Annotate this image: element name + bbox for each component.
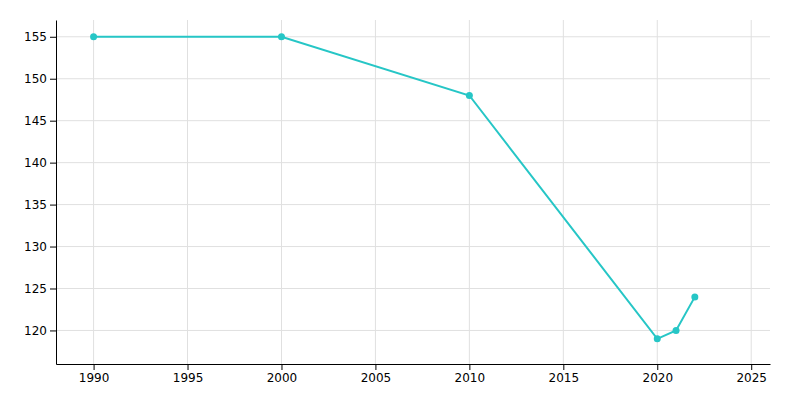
x-grid-line — [657, 20, 658, 364]
x-tick-label: 2010 — [455, 371, 486, 385]
y-tick: 130 — [24, 240, 56, 254]
y-tick-label: 135 — [24, 198, 47, 212]
y-axis-line — [56, 21, 57, 365]
y-tick: 155 — [24, 30, 56, 44]
y-tick: 135 — [24, 198, 56, 212]
x-tick-label: 2005 — [361, 371, 392, 385]
point — [278, 33, 285, 40]
x-tick: 2015 — [549, 364, 580, 385]
point — [654, 335, 661, 342]
x-tick-mark — [563, 364, 564, 370]
y-grid-line — [56, 120, 770, 121]
x-tick-label: 2000 — [267, 371, 298, 385]
x-axis: 1990 1995 2000 2005 2010 2015 2020 2025 — [57, 364, 771, 385]
x-tick-mark — [375, 364, 376, 370]
x-grid-line — [93, 20, 94, 364]
point — [90, 33, 97, 40]
y-tick-label: 155 — [24, 30, 47, 44]
x-tick-label: 2015 — [549, 371, 580, 385]
y-tick-label: 125 — [24, 282, 47, 296]
x-grid-line — [281, 20, 282, 364]
x-grid-line — [469, 20, 470, 364]
x-grid-line — [187, 20, 188, 364]
x-tick-mark — [751, 364, 752, 370]
data-marks — [90, 33, 698, 342]
x-tick-label: 1995 — [173, 371, 204, 385]
chart-container: 1990 1995 2000 2005 2010 2015 2020 2025 120 125 13… — [0, 0, 800, 400]
x-tick: 1995 — [173, 364, 204, 385]
y-tick-mark — [50, 247, 56, 248]
x-tick-label: 2020 — [642, 371, 673, 385]
x-axis-line — [57, 364, 771, 365]
y-tick: 145 — [24, 114, 56, 128]
y-tick-mark — [50, 330, 56, 331]
y-grid-line — [56, 204, 770, 205]
y-grid-line — [56, 330, 770, 331]
y-tick-mark — [50, 37, 56, 38]
y-tick-mark — [50, 205, 56, 206]
x-tick: 2005 — [361, 364, 392, 385]
y-tick-mark — [50, 121, 56, 122]
x-tick-label: 2025 — [736, 371, 767, 385]
x-tick-mark — [469, 364, 470, 370]
point — [466, 92, 473, 99]
x-grid-line — [563, 20, 564, 364]
y-tick-label: 120 — [24, 324, 47, 338]
point — [691, 293, 698, 300]
y-grid-line — [56, 246, 770, 247]
y-tick: 150 — [24, 72, 56, 86]
plot-area: 1990 1995 2000 2005 2010 2015 2020 2025 120 125 13… — [24, 20, 770, 385]
x-tick-mark — [94, 364, 95, 370]
y-tick-label: 130 — [24, 240, 47, 254]
y-tick: 140 — [24, 156, 56, 170]
y-tick: 125 — [24, 282, 56, 296]
x-tick-label: 1990 — [79, 371, 110, 385]
x-tick: 2020 — [642, 364, 673, 385]
x-tick-mark — [281, 364, 282, 370]
y-tick-mark — [50, 163, 56, 164]
x-tick: 2000 — [267, 364, 298, 385]
y-tick-mark — [50, 79, 56, 80]
y-grid-line — [56, 288, 770, 289]
x-tick-mark — [188, 364, 189, 370]
y-axis: 120 125 130 135 140 145 150 155 — [24, 21, 56, 365]
line — [94, 37, 695, 339]
x-tick: 2010 — [455, 364, 486, 385]
x-grid-line — [751, 20, 752, 364]
grid — [56, 20, 770, 364]
x-grid-line — [375, 20, 376, 364]
x-tick-mark — [657, 364, 658, 370]
y-tick-label: 145 — [24, 114, 47, 128]
x-tick: 2025 — [736, 364, 767, 385]
y-grid-line — [56, 162, 770, 163]
point — [673, 327, 680, 334]
y-tick-label: 140 — [24, 156, 47, 170]
x-tick: 1990 — [79, 364, 110, 385]
chart-svg: 1990 1995 2000 2005 2010 2015 2020 2025 120 125 13… — [0, 0, 800, 400]
y-tick-mark — [50, 288, 56, 289]
y-tick-label: 150 — [24, 72, 47, 86]
y-tick: 120 — [24, 324, 56, 338]
